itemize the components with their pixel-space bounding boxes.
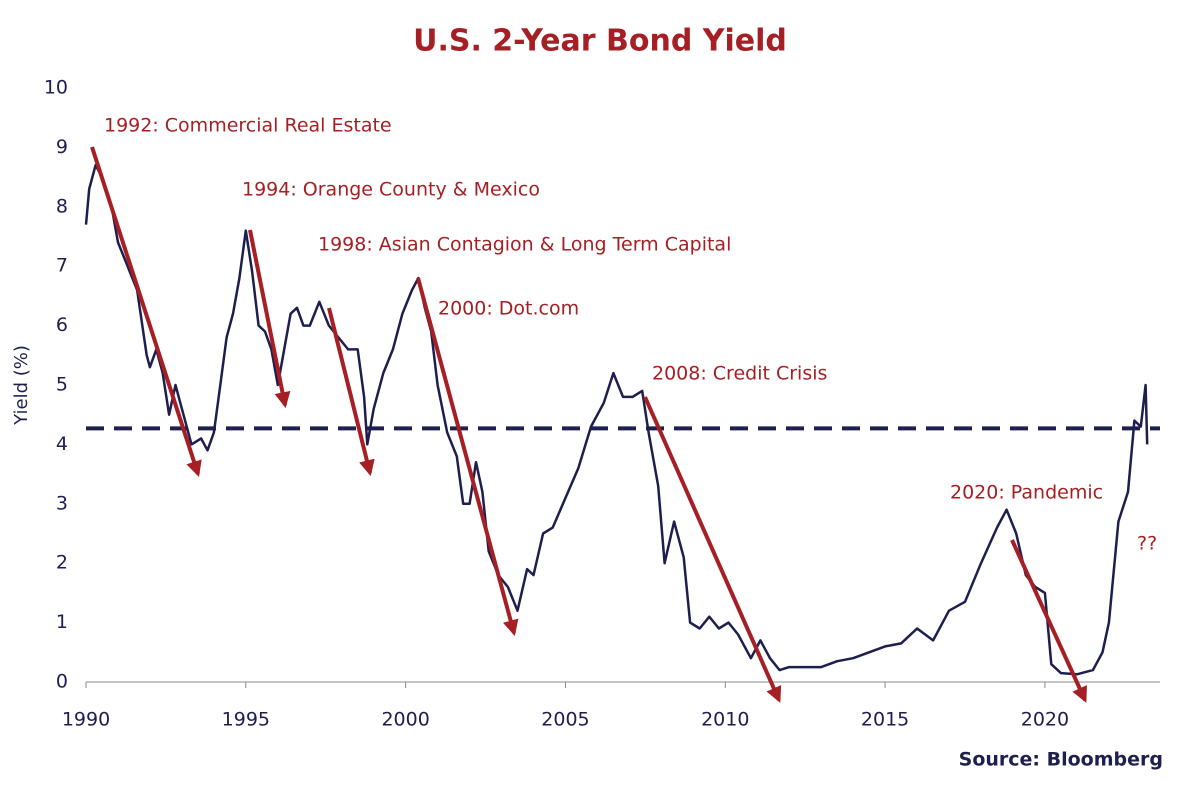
annotation: 1998: Asian Contagion & Long Term Capita… bbox=[318, 234, 731, 256]
source: Source: Bloomberg bbox=[959, 749, 1163, 771]
yield-line bbox=[84, 163, 1149, 676]
x-tick-label: 1995 bbox=[222, 709, 270, 731]
y-tick-label: 5 bbox=[56, 374, 68, 396]
y-axis-label: Yield (%) bbox=[11, 345, 32, 426]
arrow bbox=[90, 146, 202, 478]
annotation: ?? bbox=[1137, 533, 1157, 555]
y-tick-label: 9 bbox=[56, 136, 68, 158]
y-tick-label: 0 bbox=[56, 671, 68, 693]
x-tick-label: 2005 bbox=[541, 709, 589, 731]
annotation: 2020: Pandemic bbox=[950, 482, 1103, 504]
annotations: 1992: Commercial Real Estate 1994: Orang… bbox=[104, 115, 1157, 555]
annotation: 2000: Dot.com bbox=[438, 298, 579, 320]
x-tick-label: 2020 bbox=[1021, 709, 1069, 731]
arrow bbox=[248, 229, 291, 409]
arrow bbox=[327, 307, 375, 477]
y-tick-label: 6 bbox=[56, 314, 68, 336]
annotation: 2008: Credit Crisis bbox=[652, 363, 827, 385]
x-tick-label: 2010 bbox=[701, 709, 749, 731]
y-tick-label: 10 bbox=[44, 77, 68, 99]
arrow bbox=[1010, 539, 1087, 703]
annotation: 1994: Orange County & Mexico bbox=[242, 179, 540, 201]
annotation: 1992: Commercial Real Estate bbox=[104, 115, 392, 137]
x-tick-label: 2000 bbox=[381, 709, 429, 731]
arrow bbox=[643, 396, 782, 703]
y-tick-label: 3 bbox=[56, 492, 68, 514]
chart-title: U.S. 2-Year Bond Yield bbox=[413, 24, 787, 59]
x-tick-label: 2015 bbox=[861, 709, 909, 731]
x-tick-label: 1990 bbox=[62, 709, 110, 731]
y-tick-label: 7 bbox=[56, 255, 68, 277]
y-tick-label: 8 bbox=[56, 195, 68, 217]
arrow bbox=[416, 277, 519, 637]
y-tick-label: 4 bbox=[56, 433, 68, 455]
y-tick-label: 1 bbox=[56, 611, 68, 633]
y-tick-label: 2 bbox=[56, 552, 68, 574]
